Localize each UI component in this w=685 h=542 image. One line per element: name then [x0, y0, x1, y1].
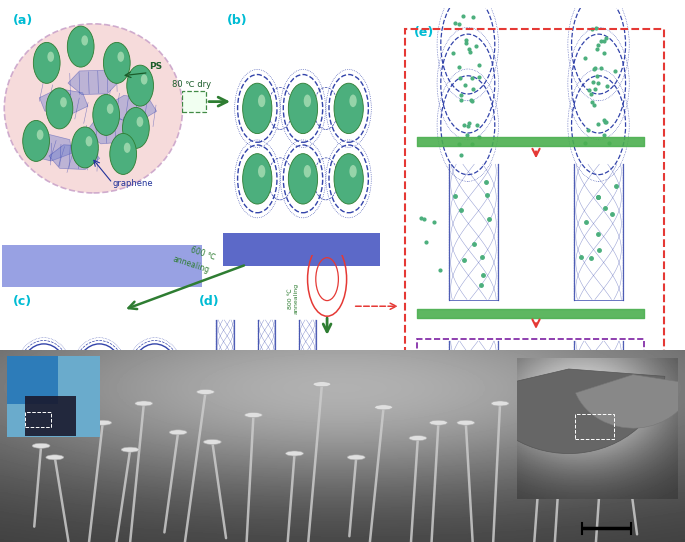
Wedge shape: [575, 375, 685, 428]
Circle shape: [258, 165, 265, 178]
Text: 600 ℃: 600 ℃: [190, 246, 217, 262]
Text: f: f: [23, 370, 28, 379]
Circle shape: [203, 440, 221, 444]
Circle shape: [107, 104, 114, 114]
Circle shape: [34, 42, 60, 83]
Circle shape: [614, 428, 632, 433]
Text: 800 ℃
annealing: 800 ℃ annealing: [288, 283, 299, 314]
Circle shape: [124, 143, 131, 153]
Circle shape: [94, 420, 112, 425]
Circle shape: [594, 440, 612, 444]
Circle shape: [47, 51, 54, 62]
Circle shape: [135, 401, 153, 406]
Bar: [7, 482, 192, 507]
Text: 80 ℃ dry: 80 ℃ dry: [172, 80, 212, 89]
Circle shape: [32, 443, 50, 448]
Circle shape: [313, 382, 331, 387]
Bar: [195, 479, 332, 507]
Circle shape: [169, 430, 187, 435]
Circle shape: [103, 42, 130, 83]
Ellipse shape: [4, 24, 183, 193]
Circle shape: [303, 94, 311, 107]
Circle shape: [334, 83, 363, 134]
Circle shape: [86, 136, 92, 146]
Bar: [575, 414, 614, 440]
Circle shape: [303, 165, 311, 178]
Circle shape: [288, 154, 318, 204]
Bar: [7, 361, 45, 388]
Wedge shape: [475, 369, 665, 454]
Circle shape: [121, 447, 139, 452]
Circle shape: [136, 117, 143, 127]
Circle shape: [245, 412, 262, 417]
Text: (b): (b): [227, 14, 248, 27]
Polygon shape: [25, 396, 76, 436]
Circle shape: [347, 455, 365, 460]
Circle shape: [349, 94, 357, 107]
Circle shape: [288, 83, 318, 134]
Circle shape: [553, 432, 571, 437]
Bar: [223, 233, 380, 266]
Polygon shape: [40, 88, 88, 115]
Polygon shape: [68, 70, 119, 94]
Text: (e): (e): [414, 27, 434, 40]
Text: graphene: graphene: [112, 179, 153, 189]
Bar: [25, 412, 51, 427]
Text: (c): (c): [12, 295, 32, 308]
Circle shape: [117, 51, 124, 62]
Circle shape: [429, 420, 447, 425]
Circle shape: [123, 107, 149, 149]
Circle shape: [141, 74, 147, 85]
Circle shape: [349, 165, 357, 178]
Circle shape: [242, 83, 272, 134]
Text: (a): (a): [13, 14, 33, 27]
Circle shape: [46, 88, 73, 129]
Polygon shape: [7, 356, 58, 404]
Bar: [182, 92, 206, 112]
Circle shape: [258, 94, 265, 107]
Circle shape: [37, 130, 43, 140]
Bar: [2, 245, 201, 287]
Circle shape: [286, 451, 303, 456]
Circle shape: [457, 420, 475, 425]
Circle shape: [127, 65, 153, 106]
Circle shape: [67, 26, 94, 67]
Circle shape: [60, 97, 67, 107]
Circle shape: [110, 133, 136, 175]
Circle shape: [46, 455, 64, 460]
Polygon shape: [85, 119, 136, 144]
Circle shape: [82, 35, 88, 46]
Circle shape: [334, 154, 363, 204]
Circle shape: [92, 94, 120, 136]
Text: (d): (d): [199, 295, 220, 308]
Polygon shape: [107, 95, 157, 121]
Circle shape: [375, 405, 393, 410]
Circle shape: [532, 445, 550, 450]
Circle shape: [71, 127, 99, 168]
Circle shape: [242, 154, 272, 204]
Text: annealing: annealing: [172, 255, 210, 275]
Text: PS: PS: [149, 62, 162, 72]
Circle shape: [23, 120, 49, 162]
Polygon shape: [49, 145, 100, 170]
Circle shape: [409, 436, 427, 441]
Circle shape: [197, 389, 214, 395]
Circle shape: [491, 401, 509, 406]
Polygon shape: [26, 134, 72, 161]
